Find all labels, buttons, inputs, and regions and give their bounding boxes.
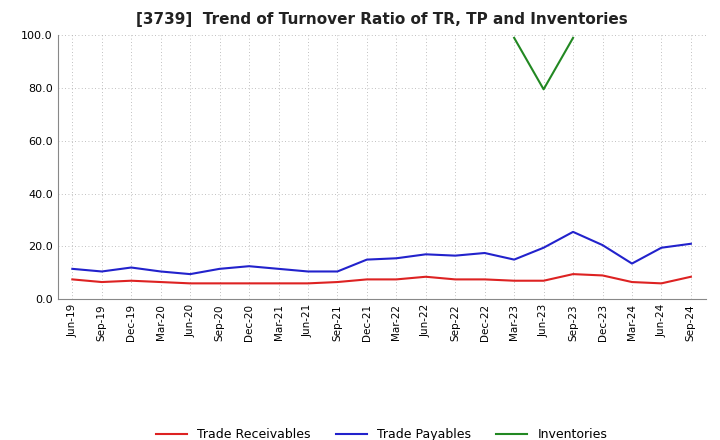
Inventories bbox=[539, 87, 548, 92]
Trade Receivables bbox=[215, 281, 224, 286]
Trade Payables bbox=[451, 253, 459, 258]
Trade Receivables bbox=[245, 281, 253, 286]
Trade Receivables bbox=[333, 279, 342, 285]
Trade Receivables bbox=[392, 277, 400, 282]
Trade Payables bbox=[510, 257, 518, 262]
Trade Payables bbox=[569, 229, 577, 235]
Trade Receivables bbox=[657, 281, 666, 286]
Line: Trade Payables: Trade Payables bbox=[72, 232, 691, 274]
Trade Receivables bbox=[451, 277, 459, 282]
Trade Payables bbox=[333, 269, 342, 274]
Trade Payables bbox=[480, 250, 489, 256]
Trade Receivables bbox=[510, 278, 518, 283]
Trade Payables bbox=[628, 261, 636, 266]
Trade Payables bbox=[304, 269, 312, 274]
Trade Payables bbox=[156, 269, 165, 274]
Line: Inventories: Inventories bbox=[514, 38, 573, 89]
Trade Receivables bbox=[598, 273, 607, 278]
Trade Payables bbox=[539, 245, 548, 250]
Trade Payables bbox=[657, 245, 666, 250]
Trade Receivables bbox=[156, 279, 165, 285]
Trade Receivables bbox=[569, 271, 577, 277]
Trade Receivables bbox=[304, 281, 312, 286]
Trade Receivables bbox=[687, 274, 696, 279]
Title: [3739]  Trend of Turnover Ratio of TR, TP and Inventories: [3739] Trend of Turnover Ratio of TR, TP… bbox=[136, 12, 627, 27]
Legend: Trade Receivables, Trade Payables, Inventories: Trade Receivables, Trade Payables, Inven… bbox=[151, 423, 612, 440]
Trade Payables bbox=[274, 266, 283, 271]
Trade Payables bbox=[687, 241, 696, 246]
Trade Payables bbox=[363, 257, 372, 262]
Trade Payables bbox=[186, 271, 194, 277]
Inventories bbox=[569, 35, 577, 40]
Trade Payables bbox=[127, 265, 135, 270]
Trade Receivables bbox=[421, 274, 430, 279]
Trade Receivables bbox=[68, 277, 76, 282]
Trade Receivables bbox=[480, 277, 489, 282]
Trade Payables bbox=[245, 264, 253, 269]
Trade Payables bbox=[392, 256, 400, 261]
Trade Receivables bbox=[539, 278, 548, 283]
Trade Receivables bbox=[363, 277, 372, 282]
Trade Payables bbox=[598, 242, 607, 248]
Inventories bbox=[510, 35, 518, 40]
Trade Receivables bbox=[186, 281, 194, 286]
Trade Payables bbox=[97, 269, 106, 274]
Trade Receivables bbox=[97, 279, 106, 285]
Trade Receivables bbox=[628, 279, 636, 285]
Trade Payables bbox=[421, 252, 430, 257]
Line: Trade Receivables: Trade Receivables bbox=[72, 274, 691, 283]
Trade Payables bbox=[68, 266, 76, 271]
Trade Receivables bbox=[274, 281, 283, 286]
Trade Payables bbox=[215, 266, 224, 271]
Trade Receivables bbox=[127, 278, 135, 283]
